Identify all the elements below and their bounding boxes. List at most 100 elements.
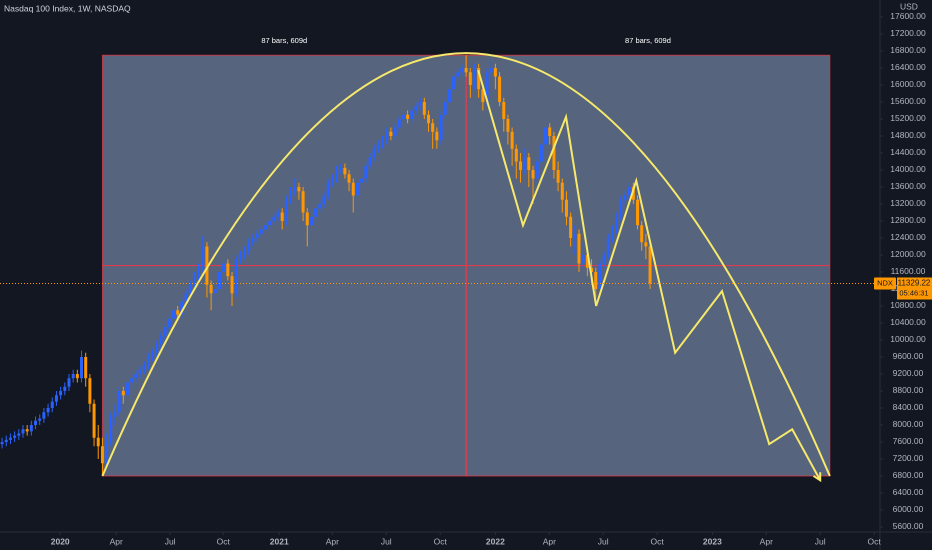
candle-body — [514, 148, 518, 162]
last-price-tag — [897, 277, 932, 300]
x-tick-label: Apr — [760, 536, 773, 546]
candle-body — [205, 246, 209, 285]
candle-body — [84, 356, 88, 379]
y-tick-label: 16400.00 — [890, 62, 926, 72]
candle-body — [88, 378, 92, 404]
candle-body — [619, 199, 623, 217]
candle-body — [305, 212, 309, 226]
y-tick-label: 8800.00 — [893, 385, 924, 395]
candle-body — [523, 157, 527, 170]
candle-body — [13, 435, 17, 438]
candle-body — [96, 437, 100, 447]
y-tick-label: 15200.00 — [890, 113, 926, 123]
y-tick-label: 11600.00 — [891, 266, 926, 276]
candle-body — [493, 67, 497, 77]
candle-body — [606, 237, 610, 255]
candle-body — [477, 67, 481, 90]
y-tick-label: 6800.00 — [893, 470, 924, 480]
candle-body — [560, 182, 564, 200]
candle-body — [435, 131, 439, 141]
candle-body — [556, 169, 560, 183]
candle-body — [489, 67, 493, 73]
candle-body — [71, 373, 75, 379]
range-box-label: 87 bars, 609d — [625, 36, 671, 45]
candle-body — [527, 157, 531, 170]
candle-body — [590, 267, 594, 272]
candle-body — [59, 390, 63, 396]
last-price-label: 11329.22 — [898, 279, 931, 288]
candle-body — [439, 114, 443, 141]
candle-body — [289, 191, 293, 200]
candle-body — [268, 220, 272, 226]
candle-body — [506, 118, 510, 132]
candle-body — [197, 267, 201, 277]
y-tick-label: 13200.00 — [890, 198, 926, 208]
candle-body — [92, 403, 96, 438]
candle-body — [468, 72, 472, 85]
candle-body — [38, 418, 42, 421]
candle-body — [8, 437, 12, 440]
candle-body — [414, 106, 418, 111]
candle-body — [217, 271, 221, 289]
candle-body — [163, 327, 167, 336]
candle-body — [531, 169, 535, 179]
x-tick-label: Apr — [326, 536, 339, 546]
y-tick-label: 10000.00 — [890, 334, 926, 344]
candle-body — [109, 416, 113, 442]
y-tick-label: 7200.00 — [893, 453, 924, 463]
x-tick-label: Apr — [543, 536, 556, 546]
candle-body — [615, 216, 619, 230]
candle-body — [100, 446, 104, 464]
candle-body — [130, 378, 134, 383]
y-tick-label: 12000.00 — [890, 249, 926, 259]
candle-body — [518, 161, 522, 170]
y-tick-label: 17600.00 — [890, 11, 926, 21]
candle-body — [301, 191, 305, 213]
y-tick-label: 10400.00 — [890, 317, 926, 327]
candle-body — [422, 101, 426, 115]
x-tick-label: Oct — [217, 536, 231, 546]
candle-body — [418, 101, 422, 107]
candle-body — [67, 378, 71, 387]
candle-body — [272, 216, 276, 221]
candle-body — [46, 407, 50, 413]
candle-body — [63, 386, 67, 391]
candle-body — [401, 114, 405, 119]
y-tick-label: 16000.00 — [890, 79, 926, 89]
candle-body — [456, 72, 460, 77]
y-tick-label: 17200.00 — [890, 28, 926, 38]
candle-body — [598, 263, 602, 289]
candle-body — [34, 420, 38, 425]
candle-body — [80, 356, 84, 379]
candle-body — [535, 161, 539, 179]
candle-body — [0, 441, 4, 445]
candle-body — [485, 72, 489, 102]
x-tick-label: Jul — [598, 536, 609, 546]
candle-body — [201, 246, 205, 268]
candle-body — [644, 242, 648, 247]
y-tick-label: 12800.00 — [890, 215, 926, 225]
candle-body — [138, 369, 142, 374]
candle-body — [142, 365, 146, 370]
projection-arrowhead — [812, 472, 822, 483]
y-tick-label: 8400.00 — [893, 402, 924, 412]
candle-body — [460, 67, 464, 73]
candle-body — [627, 186, 631, 196]
candle-body — [134, 373, 138, 379]
candle-body — [640, 225, 644, 243]
range-box-label: 87 bars, 609d — [261, 36, 307, 45]
candle-body — [126, 382, 130, 396]
candle-body — [368, 157, 372, 166]
y-tick-label: 13600.00 — [890, 181, 926, 191]
candle-body — [105, 441, 109, 464]
y-tick-label: 6400.00 — [893, 487, 924, 497]
candle-body — [121, 390, 125, 396]
x-tick-label: Oct — [651, 536, 665, 546]
candle-body — [552, 135, 556, 170]
candle-body — [151, 352, 155, 357]
x-tick-label: 2020 — [51, 536, 70, 546]
y-tick-label: 14800.00 — [890, 130, 926, 140]
candle-body — [447, 89, 451, 102]
candle-body — [330, 178, 334, 183]
